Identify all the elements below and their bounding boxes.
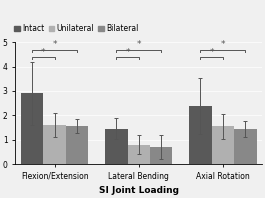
Text: *: *	[41, 48, 46, 57]
Text: *: *	[136, 40, 141, 49]
Bar	[150, 147, 173, 164]
Text: *: *	[125, 48, 130, 57]
Bar	[234, 129, 257, 164]
Text: *: *	[52, 40, 57, 49]
Legend: Intact, Unilateral, Bilateral: Intact, Unilateral, Bilateral	[14, 24, 139, 33]
Bar	[212, 126, 234, 164]
X-axis label: SI Joint Loading: SI Joint Loading	[99, 186, 179, 195]
Bar	[105, 129, 127, 164]
Text: *: *	[221, 40, 225, 49]
Bar	[43, 125, 66, 164]
Text: *: *	[209, 48, 214, 57]
Bar	[21, 93, 43, 164]
Bar	[66, 126, 88, 164]
Bar	[127, 145, 150, 164]
Bar	[189, 106, 212, 164]
